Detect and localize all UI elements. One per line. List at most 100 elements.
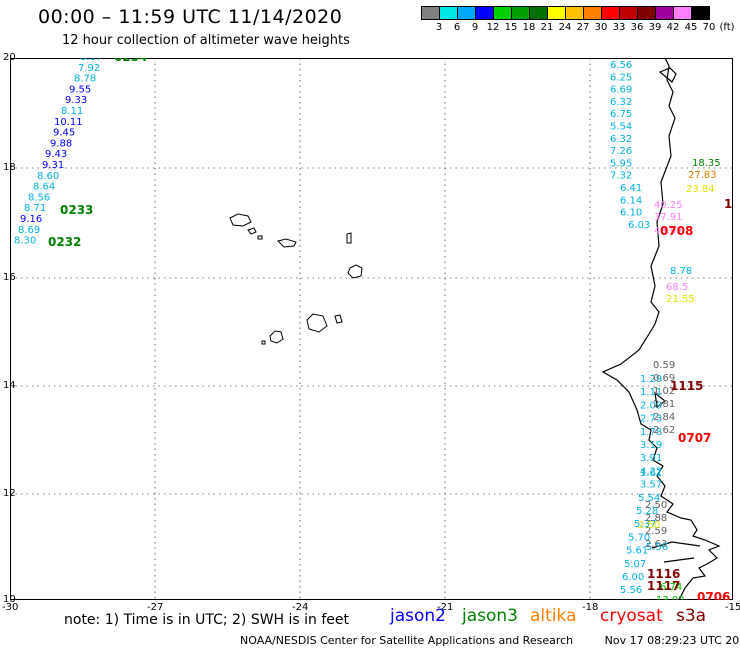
swh-label: 0233 [60,203,93,217]
swh-label: 0.69 [653,373,675,384]
page-title: 00:00 – 11:59 UTC 11/14/2020 [38,6,343,28]
legend-swatch [529,6,548,20]
swh-label: 8.78 [74,74,96,85]
swh-label: 5.07 [624,559,646,570]
swh-label: 8.11 [61,106,83,117]
swh-label: 6.14 [620,195,642,206]
swh-label: 6.00 [622,572,644,583]
legend-label: 39 [648,22,662,33]
legend-swatch [421,6,440,20]
swh-label: 7.32 [610,171,632,182]
legend-label: 27 [576,22,590,33]
swh-label: 5.95 [610,158,632,169]
color-legend [421,6,710,20]
legend-label: 21 [540,22,554,33]
x-tick-label: -21 [437,602,454,613]
swh-label: 0706 [697,590,730,600]
swh-label: 9.43 [45,149,67,160]
legend-label: (ft) [719,22,735,33]
swh-label: 2.88 [645,513,667,524]
swh-label: 9.16 [20,214,42,225]
swh-label: 6.56 [610,60,632,71]
swh-label: 3.91 [640,453,662,464]
legend-label: 3 [435,22,443,33]
swh-label: 68.5 [666,282,688,293]
swh-label: 8.60 [37,171,59,182]
legend-s3a: s3a [676,606,707,626]
altimeter-labels: 8.177.928.789.559.338.1110.119.459.889.4… [14,58,733,600]
legend-swatch [493,6,512,20]
swh-label: 6.75 [610,109,632,120]
swh-label: 7.26 [610,146,632,157]
swh-label: 8.30 [14,236,36,247]
timestamp-text: Nov 17 08:29:23 UTC 2020 [604,634,740,647]
swh-label: 1.61 [640,468,662,479]
swh-label: 5.56 [620,585,642,596]
legend-swatch [601,6,620,20]
cape-verde-islands [229,213,363,345]
legend-label: 42 [666,22,680,33]
swh-label: 13.02 [656,595,685,600]
swh-label: 11 [724,197,733,211]
swh-label: 2.50 [638,520,660,531]
legend-label: 30 [594,22,608,33]
footer-credit: NOAA/NESDIS Center for Satellite Applica… [240,634,740,647]
credit-text: NOAA/NESDIS Center for Satellite Applica… [240,634,574,647]
swh-label: 2.50 [645,500,667,511]
swh-label: 10.11 [54,117,83,128]
legend-swatch [691,6,710,20]
legend-label: 12 [486,22,500,33]
swh-label: 6.03 [628,220,650,231]
legend-label: 45 [684,22,698,33]
swh-label: 5.37 [634,519,656,530]
legend-swatch [457,6,476,20]
swh-label: 1.02 [653,386,675,397]
legend-altika: altika [530,606,577,626]
swh-label: 8.78 [670,266,692,277]
swh-label: 5.61 [626,546,648,557]
map-gridlines [10,58,733,600]
x-tick-label: -18 [582,602,599,613]
legend-swatch [583,6,602,20]
swh-label: 1115 [670,379,703,393]
legend-label: 70 [702,22,716,33]
swh-label: 9.55 [69,84,91,95]
page-subtitle: 12 hour collection of altimeter wave hei… [62,33,350,48]
swh-label: 8.56 [28,192,50,203]
legend-label: 15 [504,22,518,33]
x-tick-label: -15 [725,602,740,613]
swh-label: 8.71 [24,203,46,214]
legend-label: 18 [522,22,536,33]
x-tick-label: -27 [147,602,164,613]
swh-label: 6.32 [610,97,632,108]
legend-jason3: jason3 [462,606,518,626]
swh-label: 6.32 [610,134,632,145]
legend-swatch [637,6,656,20]
swh-label: 0234 [114,58,147,64]
legend-swatch [565,6,584,20]
x-tick-label: -24 [292,602,309,613]
swh-label: 18.35 [692,158,721,169]
swh-label: 2.62 [653,425,675,436]
swh-label: 2.59 [645,526,667,537]
note-text: note: 1) Time is in UTC; 2) SWH is in fe… [64,612,350,628]
legend-swatch [475,6,494,20]
swh-label: 6.10 [620,208,642,219]
swh-label: 1117 [647,579,680,593]
legend-jason2: jason2 [390,606,446,626]
swh-label: 2.81 [653,399,675,410]
swh-label: 1.78 [640,427,662,438]
legend-label: 33 [612,22,626,33]
swh-label: 0707 [678,431,711,445]
legend-swatch [547,6,566,20]
legend-swatch [619,6,638,20]
swh-label: 1.29 [640,374,662,385]
legend-cryosat: cryosat [600,606,663,626]
legend-swatch [439,6,458,20]
swh-label: 2.73 [640,414,662,425]
swh-label: 1.11 [640,387,662,398]
legend-label: 9 [471,22,479,33]
african-coastline [601,58,721,600]
swh-label: 2.84 [653,412,675,423]
swh-label: 4.22 [640,466,662,477]
